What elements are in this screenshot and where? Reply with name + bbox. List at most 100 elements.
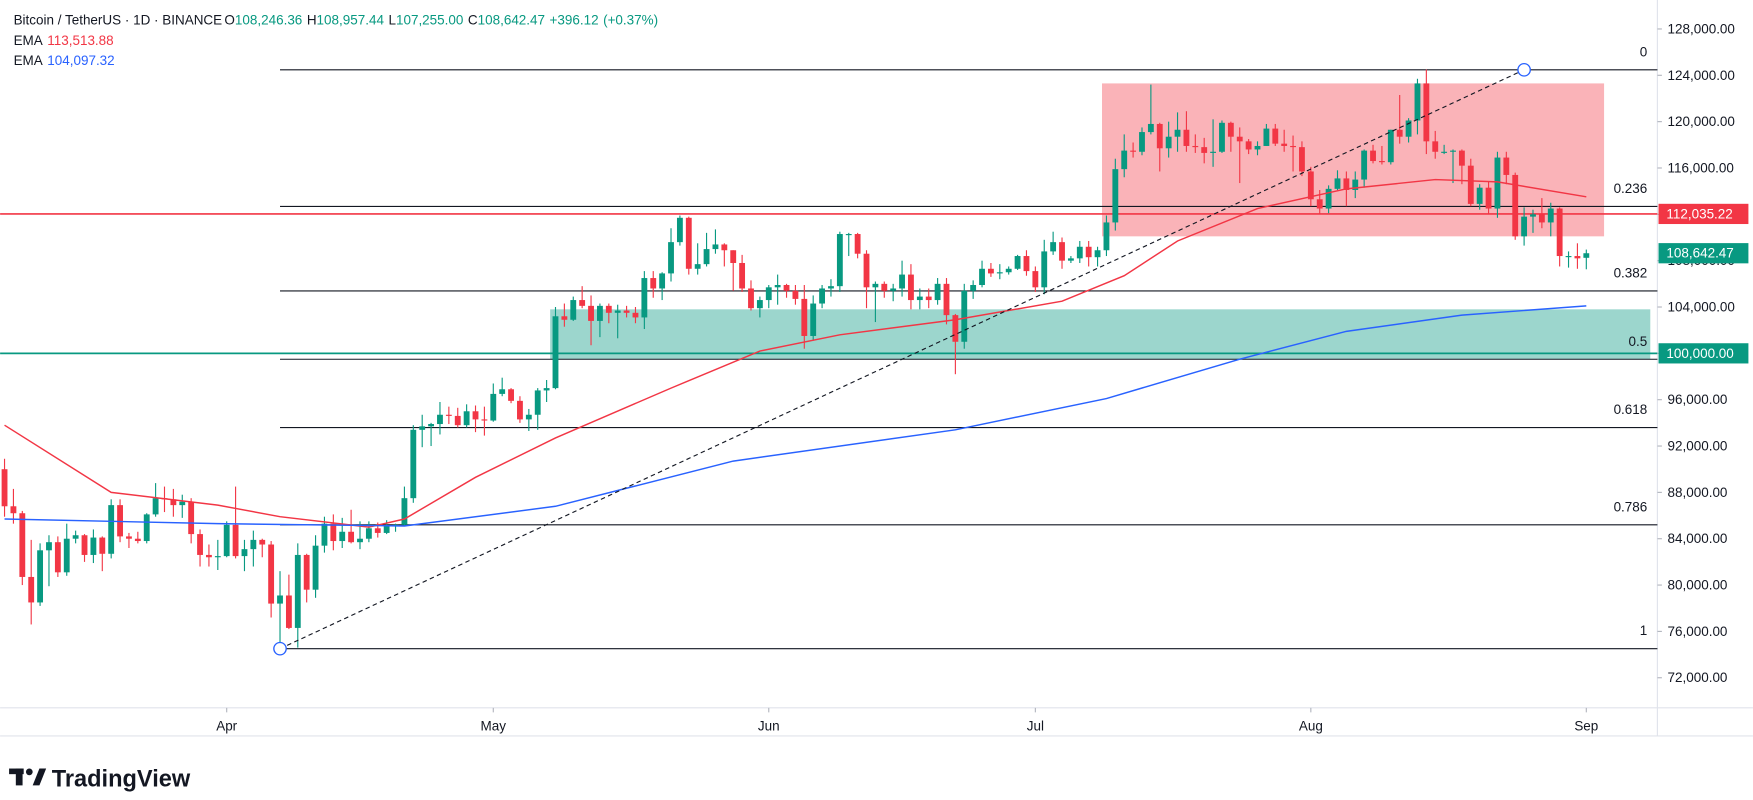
candle-body bbox=[739, 262, 746, 289]
candle-body bbox=[1067, 258, 1074, 261]
candle-body bbox=[250, 539, 257, 550]
candle-body bbox=[676, 217, 683, 243]
candle-body bbox=[401, 498, 408, 525]
candle-body bbox=[499, 389, 506, 394]
fib-level-label: 1 bbox=[1640, 623, 1648, 638]
candle-body bbox=[508, 389, 514, 401]
candle-body bbox=[881, 283, 888, 291]
y-tick-label: 124,000.00 bbox=[1668, 68, 1735, 83]
candle-body bbox=[365, 528, 372, 539]
candle-body bbox=[712, 244, 719, 250]
candle-body bbox=[899, 274, 905, 289]
candle-body bbox=[721, 244, 728, 251]
candle-body bbox=[28, 576, 35, 603]
y-tick-label: 92,000.00 bbox=[1668, 439, 1728, 454]
candle-body bbox=[1139, 132, 1145, 152]
candle-body bbox=[970, 284, 977, 291]
fib-level-label: 0.382 bbox=[1614, 265, 1648, 280]
candle-body bbox=[996, 272, 1003, 274]
candle-body bbox=[1530, 214, 1536, 217]
candle-body bbox=[756, 300, 763, 309]
candle-body bbox=[374, 528, 381, 533]
candle-body bbox=[19, 513, 26, 577]
candle-body bbox=[748, 288, 754, 309]
candle-body bbox=[54, 542, 61, 573]
candle-body bbox=[1325, 188, 1332, 209]
candle-body bbox=[1, 469, 8, 507]
y-tick-label: 72,000.00 bbox=[1668, 670, 1728, 685]
indicator-value: 113,513.88 bbox=[47, 33, 113, 48]
x-tick-label: May bbox=[481, 718, 507, 733]
candle-body bbox=[979, 268, 985, 285]
price-tag bbox=[1658, 343, 1749, 364]
candle-body bbox=[1183, 129, 1190, 146]
candle-body bbox=[330, 523, 337, 542]
candle-body bbox=[1103, 222, 1110, 251]
candle-body bbox=[134, 538, 141, 542]
x-tick-label: Apr bbox=[216, 718, 237, 733]
price-tag-label: 112,035.22 bbox=[1666, 206, 1732, 221]
candle-body bbox=[525, 414, 532, 420]
change-value: +396.12 bbox=[550, 13, 599, 28]
ohlc-value: 107,255.00 bbox=[396, 13, 463, 28]
logo-shape bbox=[32, 768, 47, 786]
ohlc-key: L bbox=[388, 13, 396, 28]
candle-body bbox=[1467, 165, 1474, 204]
candle-body bbox=[1547, 208, 1554, 223]
candle-body bbox=[659, 273, 666, 289]
candle-body bbox=[774, 284, 781, 288]
indicator-name: EMA bbox=[14, 33, 43, 48]
candle-body bbox=[534, 390, 541, 415]
candle-body bbox=[845, 234, 852, 236]
y-tick-label: 104,000.00 bbox=[1668, 300, 1735, 315]
candle-body bbox=[605, 305, 612, 313]
candle-body bbox=[1414, 83, 1421, 121]
indicator-legend: EMA 113,513.88 bbox=[14, 33, 114, 48]
candle-body bbox=[1485, 187, 1492, 209]
fib-level-label: 0.786 bbox=[1614, 499, 1648, 514]
candle-body bbox=[561, 316, 568, 320]
candle-body bbox=[943, 283, 950, 316]
candle-body bbox=[1059, 242, 1065, 261]
candle-body bbox=[152, 498, 159, 515]
candle-body bbox=[179, 501, 186, 506]
y-tick-label: 116,000.00 bbox=[1668, 160, 1734, 175]
zone bbox=[550, 309, 1651, 360]
candle-body bbox=[694, 264, 701, 269]
fib-level-label: 0.5 bbox=[1629, 334, 1648, 349]
ohlc-key: C bbox=[468, 13, 478, 28]
candle-body bbox=[321, 523, 328, 546]
y-tick-label: 88,000.00 bbox=[1668, 485, 1728, 500]
logo-shape bbox=[25, 768, 33, 776]
candle-body bbox=[490, 393, 497, 421]
candle-body bbox=[1023, 256, 1030, 272]
candle-body bbox=[437, 414, 443, 425]
candle-body bbox=[668, 242, 674, 274]
candle-body bbox=[1076, 246, 1083, 259]
candle-body bbox=[988, 268, 994, 274]
candle-body bbox=[1361, 150, 1368, 180]
candle-body bbox=[1307, 171, 1314, 200]
candle-body bbox=[1494, 157, 1501, 209]
candle-body bbox=[1121, 150, 1128, 170]
candle-body bbox=[836, 234, 843, 287]
candle-body bbox=[81, 535, 88, 555]
candle-body bbox=[1441, 151, 1448, 153]
plot-area: 0 0.236 0.382 0.5 0.618 0.786 1 bbox=[0, 44, 1658, 656]
ohlc-key: H bbox=[307, 13, 317, 28]
brand-name: TradingView bbox=[52, 766, 191, 792]
candle-body bbox=[1343, 178, 1350, 190]
candle-body bbox=[1565, 256, 1572, 258]
candle-body bbox=[934, 283, 941, 301]
candle-body bbox=[579, 300, 586, 306]
candle-body bbox=[37, 550, 44, 603]
candle-body bbox=[730, 250, 737, 263]
candle-body bbox=[481, 419, 488, 421]
candle-body bbox=[232, 524, 239, 557]
candle-body bbox=[383, 525, 390, 533]
candle-body bbox=[792, 290, 799, 299]
fib-anchor bbox=[1517, 62, 1531, 77]
candle-body bbox=[1476, 187, 1483, 204]
candle-body bbox=[312, 545, 319, 590]
candle-body bbox=[641, 278, 648, 318]
